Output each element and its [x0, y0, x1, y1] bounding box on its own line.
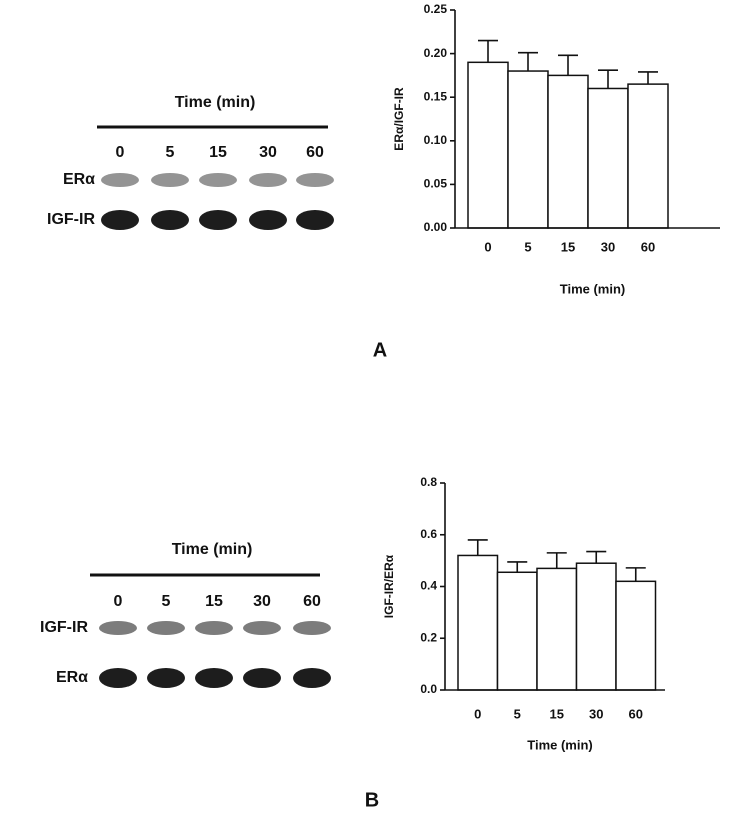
blot-band [151, 173, 189, 187]
bar [547, 74, 589, 229]
blot-band [151, 210, 189, 230]
panel-label: B [365, 789, 379, 811]
y-tick-label: 0.15 [424, 89, 448, 103]
blot-band [199, 173, 237, 187]
y-axis-title: IGF-IR/ERα [382, 554, 396, 618]
row-label: IGF-IR [47, 211, 95, 228]
x-tick-label: 15 [550, 706, 564, 721]
y-tick-label: 0.6 [420, 527, 437, 541]
x-tick-label: 60 [629, 706, 643, 721]
blot-band [249, 210, 287, 230]
x-tick-label: 5 [514, 706, 521, 721]
x-tick-label: 0 [484, 239, 491, 254]
y-tick-label: 0.05 [424, 177, 448, 191]
lane-label: 15 [209, 144, 227, 161]
x-tick-label: 0 [474, 706, 481, 721]
bar [507, 70, 549, 229]
y-tick-label: 0.10 [424, 133, 448, 147]
bar [575, 562, 617, 691]
blot-band [147, 668, 185, 688]
y-tick-label: 0.25 [424, 2, 448, 16]
blot-title: Time (min) [175, 94, 256, 111]
y-tick-label: 0.0 [420, 682, 437, 696]
blot-band [293, 668, 331, 688]
row-label: ERα [56, 669, 88, 686]
panel-label: A [373, 339, 387, 361]
blot-band [249, 173, 287, 187]
x-tick-label: 30 [601, 239, 615, 254]
lane-label: 60 [303, 593, 321, 610]
lane-label: 0 [116, 144, 125, 161]
y-tick-label: 0.00 [424, 220, 448, 234]
blot-band [296, 210, 334, 230]
bar [467, 61, 509, 229]
y-axis-title: ERα/IGF-IR [392, 87, 406, 151]
bar [627, 83, 669, 229]
lane-label: 5 [162, 593, 171, 610]
bar [587, 87, 629, 229]
blot-band [101, 173, 139, 187]
y-tick-label: 0.8 [420, 475, 437, 489]
blot-band [195, 668, 233, 688]
blot-band [101, 210, 139, 230]
y-tick-label: 0.2 [420, 630, 437, 644]
x-tick-label: 30 [589, 706, 603, 721]
lane-label: 60 [306, 144, 324, 161]
y-tick-label: 0.4 [420, 579, 437, 593]
blot-band [199, 210, 237, 230]
lane-label: 30 [253, 593, 271, 610]
x-tick-label: 5 [524, 239, 531, 254]
row-label: ERα [63, 171, 95, 188]
blot-band [293, 621, 331, 635]
lane-label: 0 [114, 593, 123, 610]
lane-label: 30 [259, 144, 277, 161]
x-tick-label: 15 [561, 239, 575, 254]
row-label: IGF-IR [40, 619, 88, 636]
blot-band [243, 668, 281, 688]
blot-band [99, 621, 137, 635]
blot-band [147, 621, 185, 635]
x-tick-label: 60 [641, 239, 655, 254]
y-tick-label: 0.20 [424, 46, 448, 60]
x-axis-title: Time (min) [527, 737, 593, 752]
bar [457, 554, 499, 691]
bar [536, 567, 578, 691]
blot-title: Time (min) [172, 541, 253, 558]
lane-label: 15 [205, 593, 223, 610]
blot-band [243, 621, 281, 635]
blot-band [296, 173, 334, 187]
blot-band [195, 621, 233, 635]
blot-band [99, 668, 137, 688]
lane-label: 5 [166, 144, 175, 161]
x-axis-title: Time (min) [560, 281, 626, 296]
bar [615, 580, 657, 691]
bar [496, 571, 538, 691]
